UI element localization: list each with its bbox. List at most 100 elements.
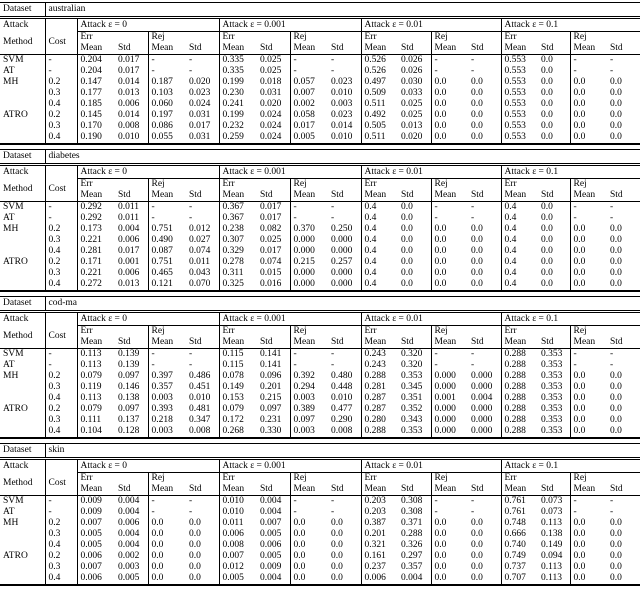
std-column-header: Std <box>257 43 291 55</box>
std-column-header: Std <box>468 190 502 202</box>
value-cell-rej-std: - <box>468 348 502 360</box>
value-cell-err-std: 0.004 <box>115 540 149 551</box>
value-cell-rej-mean: 0.0 <box>434 77 447 87</box>
value-cell-rej-mean: 0.0 <box>151 573 164 583</box>
value-cell-err-std: 0.297 <box>398 551 432 562</box>
value-cell-rej-mean: - <box>151 507 155 517</box>
value-cell-rej-mean: 0.017 <box>293 121 315 131</box>
value-cell-rej-mean: 0.0 <box>573 235 586 245</box>
value-cell-err-mean: 0.005 <box>222 573 244 583</box>
meanstd-row: Mean Std Mean Std Mean Std Mean Std Mean Std Mean S… <box>0 43 640 55</box>
value-cell-rej-mean: 0.0 <box>573 393 586 403</box>
value-cell-err-mean: 0.4 <box>504 279 517 289</box>
value-cell-err-std: 0.004 <box>115 224 149 235</box>
mean-column-header: Mean <box>431 337 468 349</box>
value-cell-rej-mean: 0.058 <box>293 110 315 120</box>
value-cell-rej-std: 0.0 <box>610 235 622 245</box>
value-cell-err-mean: 0.221 <box>80 268 102 278</box>
mean-column-header: Mean <box>570 484 607 496</box>
dataset-name: australian <box>45 2 640 19</box>
value-cell-rej-mean: 0.0 <box>573 99 586 109</box>
value-cell-err-mean: 0.288 <box>504 371 526 381</box>
value-cell-err-mean: 0.367 <box>222 213 244 223</box>
value-cell-err-mean: 0.199 <box>222 110 244 120</box>
value-cell-rej-mean: 0.0 <box>293 562 306 572</box>
cost-cell: - <box>45 66 78 77</box>
mean-column-header: Mean <box>431 484 468 496</box>
table-row: ATRO 0.2 0.079 0.097 0.393 0.481 0.079 0.097 0.3… <box>0 404 640 415</box>
value-cell-err-std: 0.330 <box>257 426 291 438</box>
value-cell-err-mean: 0.335 <box>222 55 244 65</box>
value-cell-rej-mean: 0.0 <box>151 529 164 539</box>
std-column-header: Std <box>186 337 220 349</box>
method-cell: SVM <box>0 201 46 213</box>
value-cell-err-std: 0.024 <box>257 121 291 132</box>
table-row: 0.3 0.111 0.137 0.218 0.347 0.172 0.231 0.097 0.… <box>0 415 640 426</box>
cost-cell: - <box>45 360 78 371</box>
value-cell-rej-std: 0.0 <box>610 404 622 414</box>
attack-row: Attack Attack ε = 0 Attack ε = 0.001 Attack… <box>0 311 640 326</box>
value-cell-rej-mean: 0.000 <box>434 382 456 392</box>
value-cell-rej-std: - <box>468 66 502 77</box>
mean-column-header: Mean <box>501 484 538 496</box>
value-cell-err-std: 0.0 <box>538 121 571 132</box>
value-cell-err-std: 0.016 <box>257 279 291 291</box>
value-cell-err-mean: 0.505 <box>364 121 386 131</box>
value-cell-rej-std: 0.486 <box>186 371 220 382</box>
value-cell-rej-mean: 0.389 <box>293 404 315 414</box>
cost-cell: 0.4 <box>45 393 78 404</box>
value-cell-rej-mean: - <box>151 213 155 223</box>
value-cell-err-mean: 0.4 <box>364 279 377 289</box>
value-cell-err-mean: 0.113 <box>80 360 102 370</box>
value-cell-err-std: 0.003 <box>115 562 149 573</box>
attack-group-header: Attack ε = 0 <box>77 458 220 473</box>
attack-group-header: Attack ε = 0.01 <box>361 164 502 179</box>
value-cell-rej-mean: 0.751 <box>151 257 173 267</box>
value-cell-err-mean: 0.005 <box>80 529 102 539</box>
value-cell-err-std: 0.004 <box>115 529 149 540</box>
dataset-name: diabetes <box>45 149 640 166</box>
value-cell-rej-mean: 0.0 <box>434 132 447 142</box>
rej-column-header: Rej <box>573 32 587 42</box>
value-cell-rej-mean: 0.0 <box>573 529 586 539</box>
value-cell-rej-std: 0.0 <box>610 268 622 278</box>
value-cell-err-mean: 0.153 <box>222 393 244 403</box>
value-cell-rej-mean: - <box>151 496 155 506</box>
value-cell-err-mean: 0.161 <box>364 551 386 561</box>
method-cell <box>0 88 46 99</box>
value-cell-err-std: 0.011 <box>115 201 149 213</box>
value-cell-err-std: 0.352 <box>398 404 432 415</box>
value-cell-rej-std: 0.070 <box>186 279 220 291</box>
err-column-header: Err <box>77 325 149 337</box>
value-cell-rej-std: - <box>328 495 362 507</box>
value-cell-rej-std: 0.023 <box>328 77 362 88</box>
value-cell-rej-std: 0.031 <box>186 110 220 121</box>
value-cell-rej-mean: 0.0 <box>434 551 447 561</box>
value-cell-rej-std: 0.000 <box>468 404 502 415</box>
value-cell-rej-std: 0.0 <box>610 279 622 289</box>
value-cell-err-mean: 0.511 <box>364 99 386 109</box>
err-column-header: Err <box>219 31 291 43</box>
value-cell-rej-mean: 0.465 <box>151 268 173 278</box>
value-cell-rej-std: 0.0 <box>468 246 502 257</box>
value-cell-err-std: 0.113 <box>538 562 571 573</box>
std-column-header: Std <box>328 190 362 202</box>
value-cell-rej-std: - <box>328 201 362 213</box>
cost-cell: 0.4 <box>45 246 78 257</box>
value-cell-rej-mean: 0.0 <box>434 268 447 278</box>
value-cell-err-mean: 0.281 <box>80 246 102 256</box>
rej-column-header: Rej <box>431 178 502 190</box>
value-cell-rej-mean: 0.003 <box>293 393 315 403</box>
value-cell-rej-std: 0.0 <box>610 518 622 528</box>
value-cell-rej-std: 0.0 <box>328 518 362 529</box>
value-cell-rej-std: 0.0 <box>186 573 220 585</box>
value-cell-err-std: 0.357 <box>398 562 432 573</box>
method-cell: AT <box>0 213 46 224</box>
std-column-header: Std <box>398 190 432 202</box>
value-cell-rej-std: - <box>610 202 614 212</box>
cost-cell: 0.2 <box>45 404 78 415</box>
value-cell-err-std: 0.0 <box>538 54 571 66</box>
value-cell-err-std: 0.074 <box>257 257 291 268</box>
value-cell-rej-std: 0.451 <box>186 382 220 393</box>
value-cell-rej-std: 0.0 <box>468 235 502 246</box>
